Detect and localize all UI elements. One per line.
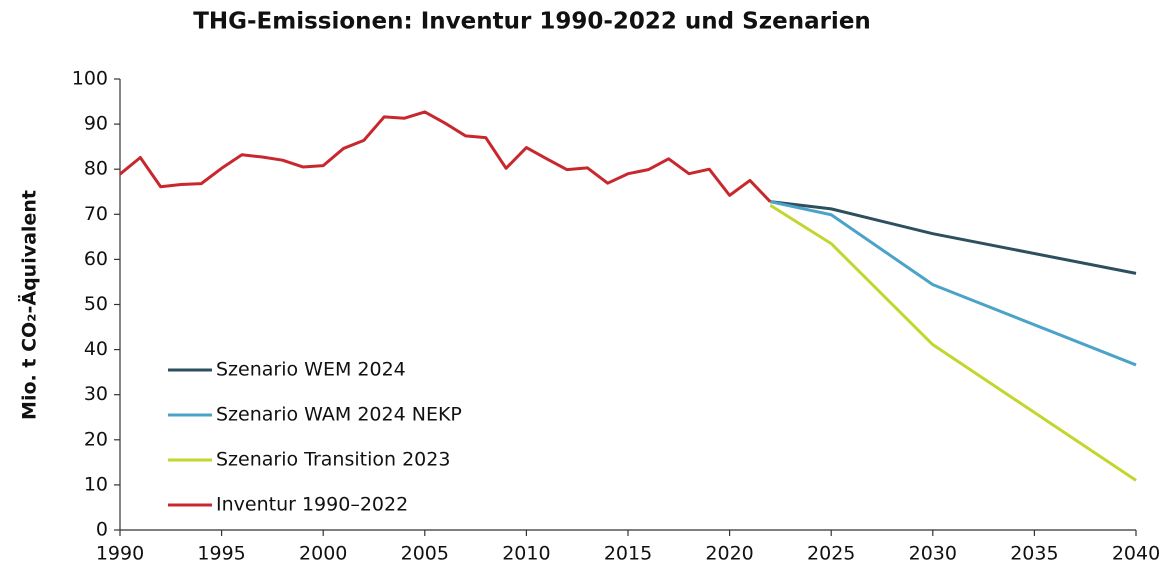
y-tick-label: 40 (84, 338, 108, 360)
y-tick-label: 80 (84, 158, 108, 180)
y-tick-label: 10 (84, 473, 108, 495)
y-tick-label: 100 (72, 68, 108, 90)
series-line (770, 200, 1137, 275)
y-tick-label: 20 (84, 428, 108, 450)
y-tick-label: 70 (84, 203, 108, 225)
legend-label: Inventur 1990–2022 (216, 494, 408, 516)
legend-label: Szenario WAM 2024 NEKP (216, 404, 462, 426)
x-tick-label: 1995 (197, 543, 245, 565)
y-axis-label: Mio. t CO₂-Äquivalent (17, 190, 41, 420)
y-tick-label: 30 (84, 383, 108, 405)
y-tick-label: 60 (84, 248, 108, 270)
x-tick-label: 2015 (604, 543, 652, 565)
series-line (769, 200, 1137, 367)
chart-title: THG-Emissionen: Inventur 1990-2022 und S… (193, 9, 871, 35)
x-tick-label: 2000 (299, 543, 347, 565)
series-line (769, 204, 1137, 482)
x-tick-label: 2010 (502, 543, 550, 565)
x-tick-label: 2040 (1112, 543, 1160, 565)
x-tick-label: 2020 (705, 543, 753, 565)
x-tick-label: 2005 (401, 543, 449, 565)
y-tick-label: 0 (96, 519, 108, 541)
x-tick-label: 2035 (1010, 543, 1058, 565)
legend-label: Szenario WEM 2024 (216, 359, 406, 381)
series-line (119, 110, 772, 203)
x-tick-label: 2025 (807, 543, 855, 565)
legend-label: Szenario Transition 2023 (216, 449, 450, 471)
x-tick-label: 2030 (909, 543, 957, 565)
y-tick-label: 90 (84, 113, 108, 135)
x-tick-label: 1990 (96, 543, 144, 565)
y-tick-label: 50 (84, 293, 108, 315)
